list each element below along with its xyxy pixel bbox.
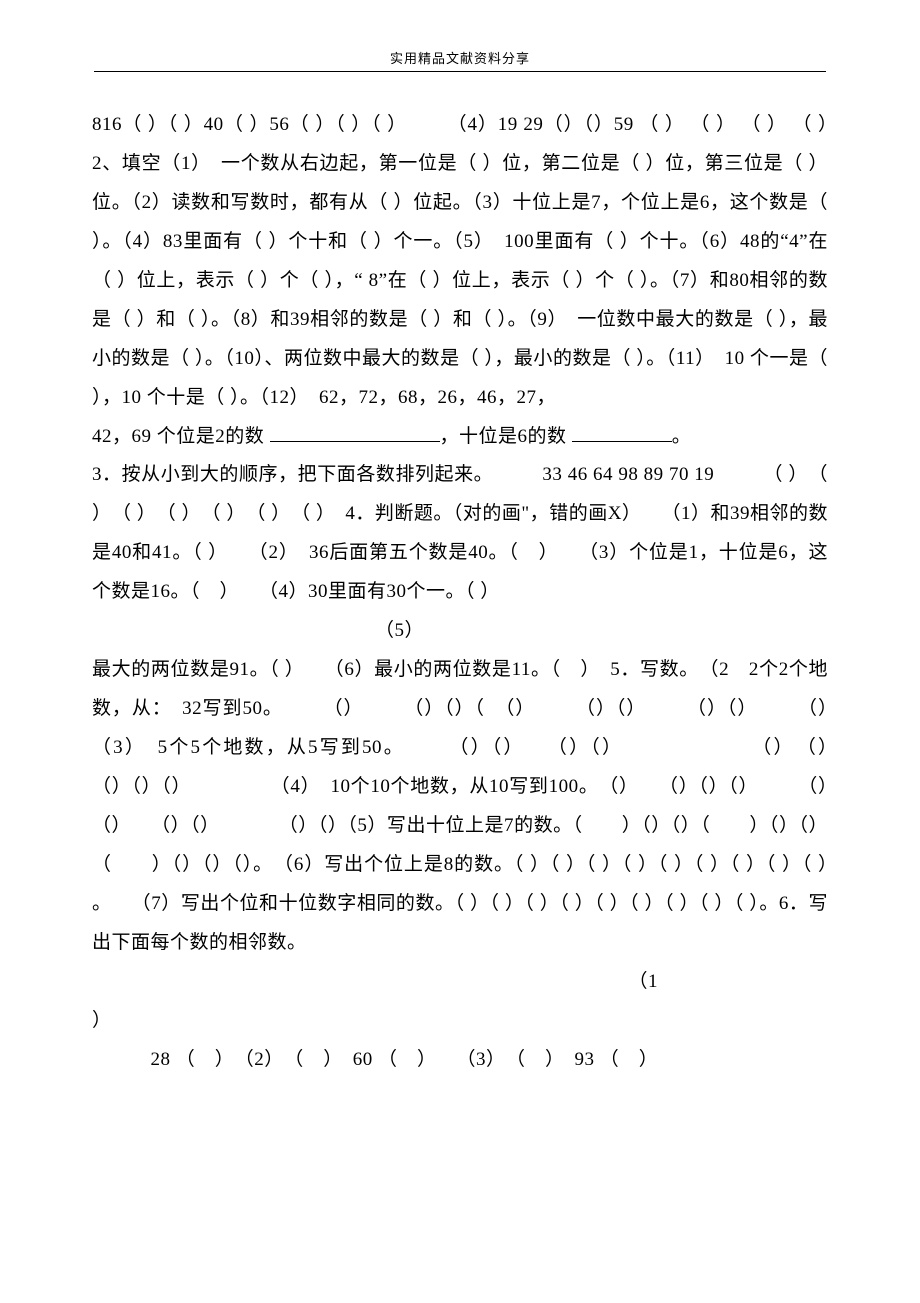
paragraph-8: 28 （ ） （2） （ ） 60 （ ） （3） （ ） 93 （ ） bbox=[92, 1041, 828, 1080]
p2-text-a: 42，69 个位是2的数 bbox=[92, 426, 270, 447]
paragraph-6: （1 bbox=[92, 963, 828, 1002]
paragraph-4: （5） bbox=[92, 612, 828, 651]
p2-text-c: 。 bbox=[672, 426, 692, 447]
p6-text: （1 bbox=[92, 971, 658, 992]
header-rule bbox=[94, 71, 826, 72]
paragraph-1: 816（ ）（ ）40（ ）56（ ）（ ）（ ） （4）19 29（）（）59… bbox=[92, 106, 828, 418]
paragraph-3: 3．按从小到大的顺序，把下面各数排列起来。 33 46 64 98 89 70 … bbox=[92, 456, 828, 612]
page-header: 实用精品文献资料分享 bbox=[92, 48, 828, 72]
document-page: 实用精品文献资料分享 816（ ）（ ）40（ ）56（ ）（ ）（ ） （4）… bbox=[0, 0, 920, 1139]
p2-text-b: ，十位是6的数 bbox=[440, 426, 572, 447]
blank-1 bbox=[270, 424, 440, 441]
blank-2 bbox=[572, 424, 672, 441]
paragraph-7: ） bbox=[92, 1002, 828, 1041]
header-label: 实用精品文献资料分享 bbox=[92, 48, 828, 71]
p7-text: ） bbox=[92, 1010, 112, 1031]
paragraph-2: 42，69 个位是2的数 ，十位是6的数 。 bbox=[92, 418, 828, 457]
p4-text: （5） bbox=[92, 620, 424, 641]
p5-text: 最大的两位数是91。（ ） （6）最小的两位数是11。（ ） 5．写数。 （2 … bbox=[92, 659, 867, 953]
paragraph-5: 最大的两位数是91。（ ） （6）最小的两位数是11。（ ） 5．写数。 （2 … bbox=[92, 651, 828, 963]
p3-text: 3．按从小到大的顺序，把下面各数排列起来。 33 46 64 98 89 70 … bbox=[92, 464, 828, 602]
p8-text: 28 （ ） （2） （ ） 60 （ ） （3） （ ） 93 （ ） bbox=[92, 1049, 658, 1070]
p1-text: 816（ ）（ ）40（ ）56（ ）（ ）（ ） （4）19 29（）（）59… bbox=[92, 114, 848, 408]
document-body: 816（ ）（ ）40（ ）56（ ）（ ）（ ） （4）19 29（）（）59… bbox=[92, 106, 828, 1079]
